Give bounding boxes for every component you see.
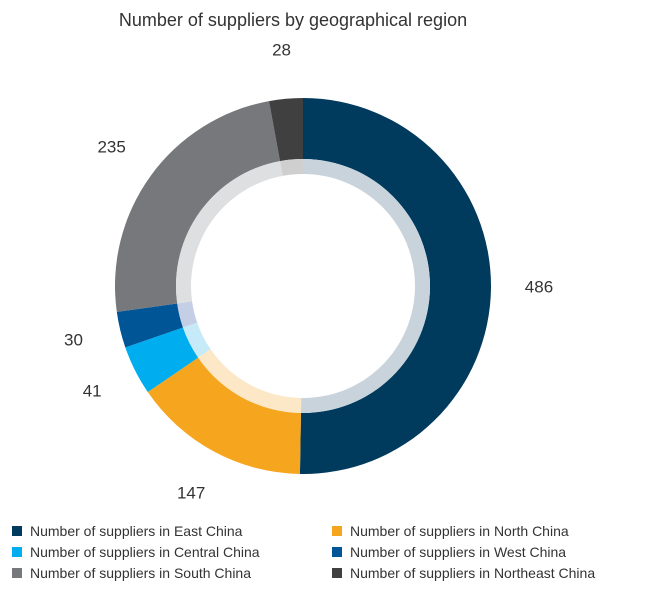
donut-inner-ring-slice (176, 161, 283, 304)
legend-swatch (332, 526, 342, 536)
legend-swatch (12, 526, 22, 536)
legend-swatch (332, 568, 342, 578)
donut-inner-ring-slice (182, 322, 211, 358)
data-label: 30 (64, 331, 83, 350)
donut-slice (268, 98, 303, 162)
data-label: 41 (83, 382, 102, 401)
donut-slice (116, 303, 183, 348)
legend-item: Number of suppliers in South China (12, 565, 251, 581)
donut-inner-ring-slice (280, 159, 303, 176)
donut-slice (125, 327, 199, 393)
legend-label: Number of suppliers in North China (350, 523, 569, 539)
legend-label: Number of suppliers in Northeast China (350, 565, 596, 581)
data-label: 28 (272, 40, 291, 59)
legend-item: Number of suppliers in East China (12, 523, 242, 539)
legend-item: Number of suppliers in Northeast China (332, 565, 595, 581)
legend-label: Number of suppliers in South China (30, 565, 252, 581)
donut-inner-ring-slice (177, 301, 198, 328)
legend-swatch (332, 547, 342, 557)
legend-label: Number of suppliers in Central China (30, 544, 260, 560)
donut-slice (147, 357, 301, 474)
legend-item: Number of suppliers in North China (332, 523, 569, 539)
legend-item: Number of suppliers in Central China (12, 544, 260, 560)
chart-title: Number of suppliers by geographical regi… (118, 10, 468, 30)
data-label: 486 (525, 277, 553, 296)
donut-inner-ring-slice (198, 349, 302, 413)
legend-item: Number of suppliers in West China (332, 544, 566, 560)
donut-inner-ring-slice (300, 159, 431, 413)
donut-chart: 486 147 41 30 235 28 (64, 40, 553, 502)
donut-slice (299, 98, 492, 474)
chart-legend: Number of suppliers in East China Number … (0, 520, 659, 592)
legend-label: Number of suppliers in West China (350, 544, 567, 560)
data-label: 147 (177, 483, 205, 502)
data-label: 235 (97, 137, 125, 156)
legend-label: Number of suppliers in East China (30, 523, 243, 539)
legend-swatch (12, 547, 22, 557)
donut-slice (115, 101, 281, 312)
legend-swatch (12, 568, 22, 578)
